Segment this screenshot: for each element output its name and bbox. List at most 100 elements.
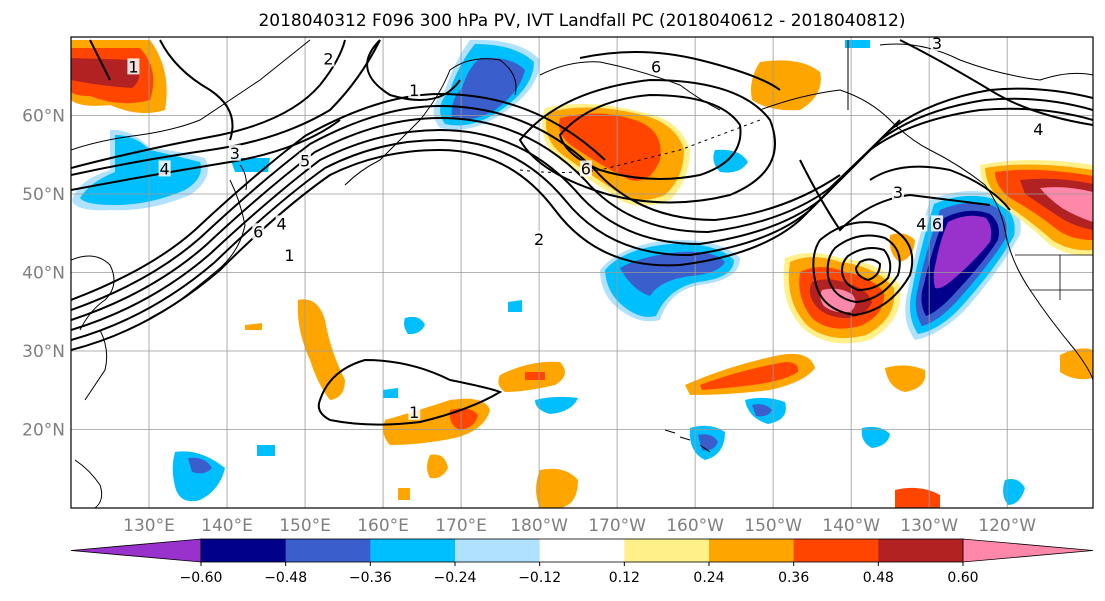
pv-contour	[71, 104, 841, 311]
pv-contour	[826, 234, 901, 304]
contour-label: 1	[409, 403, 419, 422]
colorbar-tick-label: −0.48	[264, 570, 307, 586]
anomaly-warm	[427, 454, 448, 479]
colorbar-tick-label: −0.36	[349, 570, 392, 586]
pv-contour	[89, 39, 111, 81]
longitude-tick-label: 130°E	[123, 516, 175, 536]
latitude-tick-label: 20°N	[22, 421, 65, 441]
coastline-na	[929, 149, 1093, 381]
contour-label: 6	[253, 222, 263, 241]
graticule	[71, 37, 1093, 508]
coastline-asia	[74, 459, 103, 508]
anomaly-cool	[698, 434, 718, 451]
pv-contour	[899, 39, 1093, 126]
anomaly-warm	[449, 408, 478, 430]
colorbar-bin	[201, 539, 287, 562]
colorbar-bin	[878, 539, 964, 562]
longitude-tick-label: 180°W	[510, 516, 568, 536]
colorbar-tick-label: −0.60	[180, 570, 223, 586]
anomaly-cool	[1003, 479, 1025, 505]
colorbar-extend-high	[962, 538, 1094, 563]
contour-label-bg	[228, 144, 241, 161]
state-borders	[1015, 254, 1093, 300]
contour-label-bg	[891, 184, 904, 200]
colorbar-frame	[200, 538, 964, 563]
anomaly-cool	[535, 396, 578, 414]
contour-label-bg	[930, 37, 943, 51]
longitude-tick-label: 150°W	[744, 516, 802, 536]
anomaly-warm	[245, 323, 262, 330]
hawaii	[664, 429, 711, 453]
anomaly-warm	[820, 288, 856, 313]
pv-contour	[71, 39, 346, 169]
anomaly-cool	[845, 40, 870, 48]
anomaly-cool	[508, 300, 522, 312]
colorbar-tick-label: 0.60	[947, 570, 978, 586]
coastline-alaska	[539, 61, 721, 111]
coastline-asia	[84, 329, 108, 401]
contour-label-bg	[299, 152, 312, 169]
anomaly-warm	[398, 488, 410, 500]
anomaly-warm	[751, 60, 821, 111]
anomaly-warm	[71, 58, 140, 88]
anomaly-cool	[383, 388, 398, 398]
colorbar-bin	[793, 539, 879, 562]
aleutian-islands	[519, 119, 761, 173]
anomaly-cool	[752, 404, 772, 417]
colorbar-tick-label: 0.48	[863, 570, 894, 586]
latitude-tick-label: 40°N	[22, 264, 65, 284]
pv-contour	[854, 258, 882, 282]
contour-label: 5	[300, 152, 310, 171]
anomaly-warm	[297, 299, 345, 400]
colorbar-tick-label: 0.36	[778, 570, 809, 586]
pv-contour	[71, 39, 381, 176]
contour-label: 3	[932, 34, 942, 53]
anomaly-warm	[889, 233, 915, 262]
contour-label: 6	[932, 214, 942, 233]
contour-label: 4	[277, 214, 287, 233]
contour-label-bg	[408, 81, 421, 98]
anomaly-cool	[404, 316, 425, 335]
colorbar: −0.60 −0.48 −0.36 −0.24 −0.12 0.12 0.24 0.36 0.4…	[70, 538, 1094, 586]
pv-contour	[71, 116, 901, 321]
anomaly-cool	[257, 445, 275, 456]
anomaly-cool	[172, 451, 225, 502]
colorbar-bin	[285, 539, 371, 562]
coastlines	[71, 39, 1093, 508]
pv-contour	[518, 78, 776, 204]
contour-label: 1	[409, 81, 419, 100]
colorbar-tick-label: 0.24	[693, 570, 724, 586]
contour-label-bg	[252, 223, 265, 240]
colorbar-extend-low	[70, 538, 202, 563]
colorbar-bin	[539, 539, 625, 562]
contour-label: 2	[534, 230, 544, 249]
contour-label-bg	[158, 160, 171, 177]
anomaly-warm	[525, 372, 545, 380]
anomaly-cool	[230, 158, 270, 172]
colorbar-bin	[370, 539, 456, 562]
longitude-tick-label: 140°W	[822, 516, 880, 536]
longitude-tick-label: 140°E	[201, 516, 253, 536]
contour-label: 4	[1033, 120, 1043, 139]
pv-contour	[317, 358, 503, 426]
pv-contour	[869, 165, 1011, 211]
contour-label: 1	[284, 246, 294, 265]
contour-label-bg	[650, 58, 663, 75]
longitude-tick-label: 150°E	[279, 516, 331, 536]
contour-label: 6	[581, 159, 591, 178]
anomaly-cool	[80, 135, 201, 205]
contour-label: 2	[323, 50, 333, 69]
contour-label-bg	[408, 403, 421, 420]
contour-label-bg	[915, 215, 928, 232]
contour-label-bg	[283, 246, 296, 263]
contour-label: 1	[128, 57, 138, 76]
anomaly-warm	[559, 113, 661, 181]
contour-label-bg	[127, 58, 140, 75]
pv-contour	[71, 87, 1093, 331]
anomaly-warm	[885, 365, 926, 392]
anomaly-cool	[933, 215, 992, 289]
pv-contour	[159, 39, 234, 141]
contour-label-bg	[275, 215, 288, 232]
anomaly-warm	[1040, 187, 1093, 222]
